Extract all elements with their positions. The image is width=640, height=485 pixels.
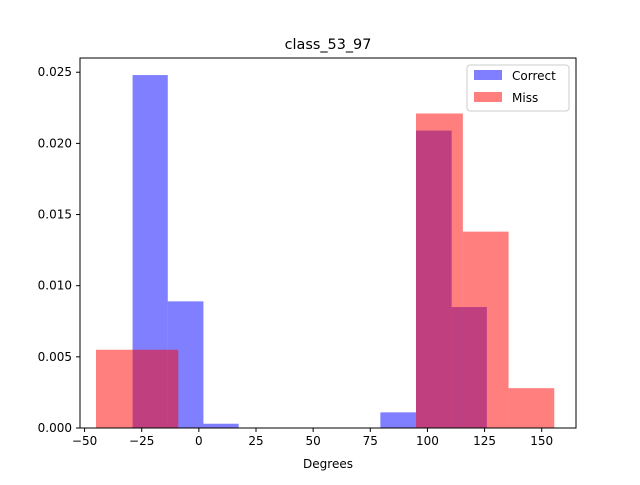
- correct-bar-7: [380, 412, 416, 428]
- y-tick-label: 0.000: [38, 421, 72, 435]
- x-tick-label: −25: [129, 434, 154, 448]
- miss-bar-7: [416, 113, 463, 428]
- x-tick-label: 0: [195, 434, 203, 448]
- legend-label-miss: Miss: [512, 91, 538, 105]
- y-tick-label: 0.015: [38, 208, 72, 222]
- y-tick-label: 0.005: [38, 350, 72, 364]
- x-axis-label: Degrees: [303, 457, 353, 471]
- legend-label-correct: Correct: [512, 69, 556, 83]
- x-tick-label: 75: [363, 434, 378, 448]
- plot-frame: [79, 57, 577, 429]
- y-tick-label: 0.020: [38, 136, 72, 150]
- miss-bar-8: [462, 231, 509, 428]
- x-tick-label: 50: [306, 434, 321, 448]
- y-axis-ticks: 0.000 0.005 0.010 0.015 0.020 0.025: [38, 65, 80, 435]
- chart-title: class_53_97: [285, 37, 372, 53]
- x-tick-label: −50: [72, 434, 97, 448]
- x-axis-ticks: −50 −25 0 25 50 75 100 125 150: [72, 428, 553, 448]
- miss-bar-9: [508, 388, 555, 428]
- y-tick-label: 0.010: [38, 279, 72, 293]
- miss-bar-0: [96, 349, 133, 428]
- y-tick-label: 0.025: [38, 65, 72, 79]
- miss-bar-1: [132, 349, 179, 428]
- x-tick-label: 100: [416, 434, 439, 448]
- legend: Correct Miss: [466, 64, 570, 112]
- correct-bar-2: [203, 423, 239, 428]
- legend-swatch-correct: [474, 70, 502, 80]
- x-tick-label: 125: [473, 434, 496, 448]
- series-miss-bars: [96, 113, 555, 428]
- x-tick-label: 25: [248, 434, 263, 448]
- x-tick-label: 150: [530, 434, 553, 448]
- legend-swatch-miss: [474, 92, 502, 102]
